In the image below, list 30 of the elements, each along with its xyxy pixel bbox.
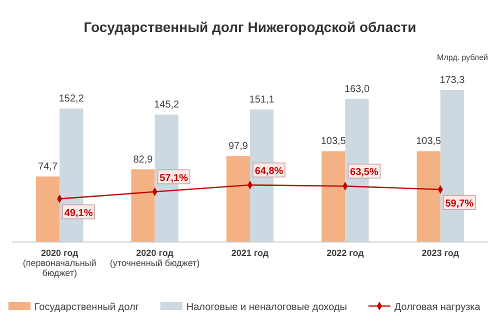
- data-label: 151,1: [249, 94, 275, 106]
- chart-title: Государственный долг Нижегородской области: [84, 19, 416, 35]
- data-label: 82,9: [133, 154, 154, 166]
- data-label: 103,5: [416, 136, 442, 148]
- data-label: 59,7%: [445, 198, 474, 210]
- x-tick-label: 2022 год: [326, 248, 364, 258]
- bar: [322, 151, 346, 242]
- data-label: 97,9: [228, 141, 248, 152]
- x-tick-label: 2020 год (уточненный бюджет): [110, 248, 200, 268]
- bar: [226, 156, 250, 242]
- data-label: 64,8%: [254, 166, 284, 177]
- x-tick-label: 2021 год: [231, 248, 269, 258]
- bar: [416, 151, 440, 242]
- data-label: 63,5%: [350, 167, 378, 178]
- bar: [36, 176, 60, 242]
- data-label: 57,1%: [160, 172, 188, 184]
- legend-label: Долговая нагрузка: [394, 302, 481, 313]
- data-label: 173,3: [440, 75, 466, 86]
- data-label: 74,7: [38, 161, 58, 172]
- bar: [131, 169, 155, 242]
- data-label: 152,2: [58, 94, 84, 105]
- data-label: 103,5: [320, 136, 346, 148]
- data-label: 49,1%: [64, 208, 93, 219]
- x-tick-label: 2020 год (первоначальный бюджет): [22, 248, 96, 278]
- data-label: 145,2: [154, 100, 180, 111]
- legend-label: Налоговые и неналоговые доходы: [186, 302, 347, 313]
- x-tick-label: 2023 год: [422, 248, 460, 258]
- y-axis-title: Млрд. рублей: [437, 53, 488, 62]
- legend-label: Государственный долг: [34, 302, 140, 313]
- data-label: 163,0: [344, 84, 370, 96]
